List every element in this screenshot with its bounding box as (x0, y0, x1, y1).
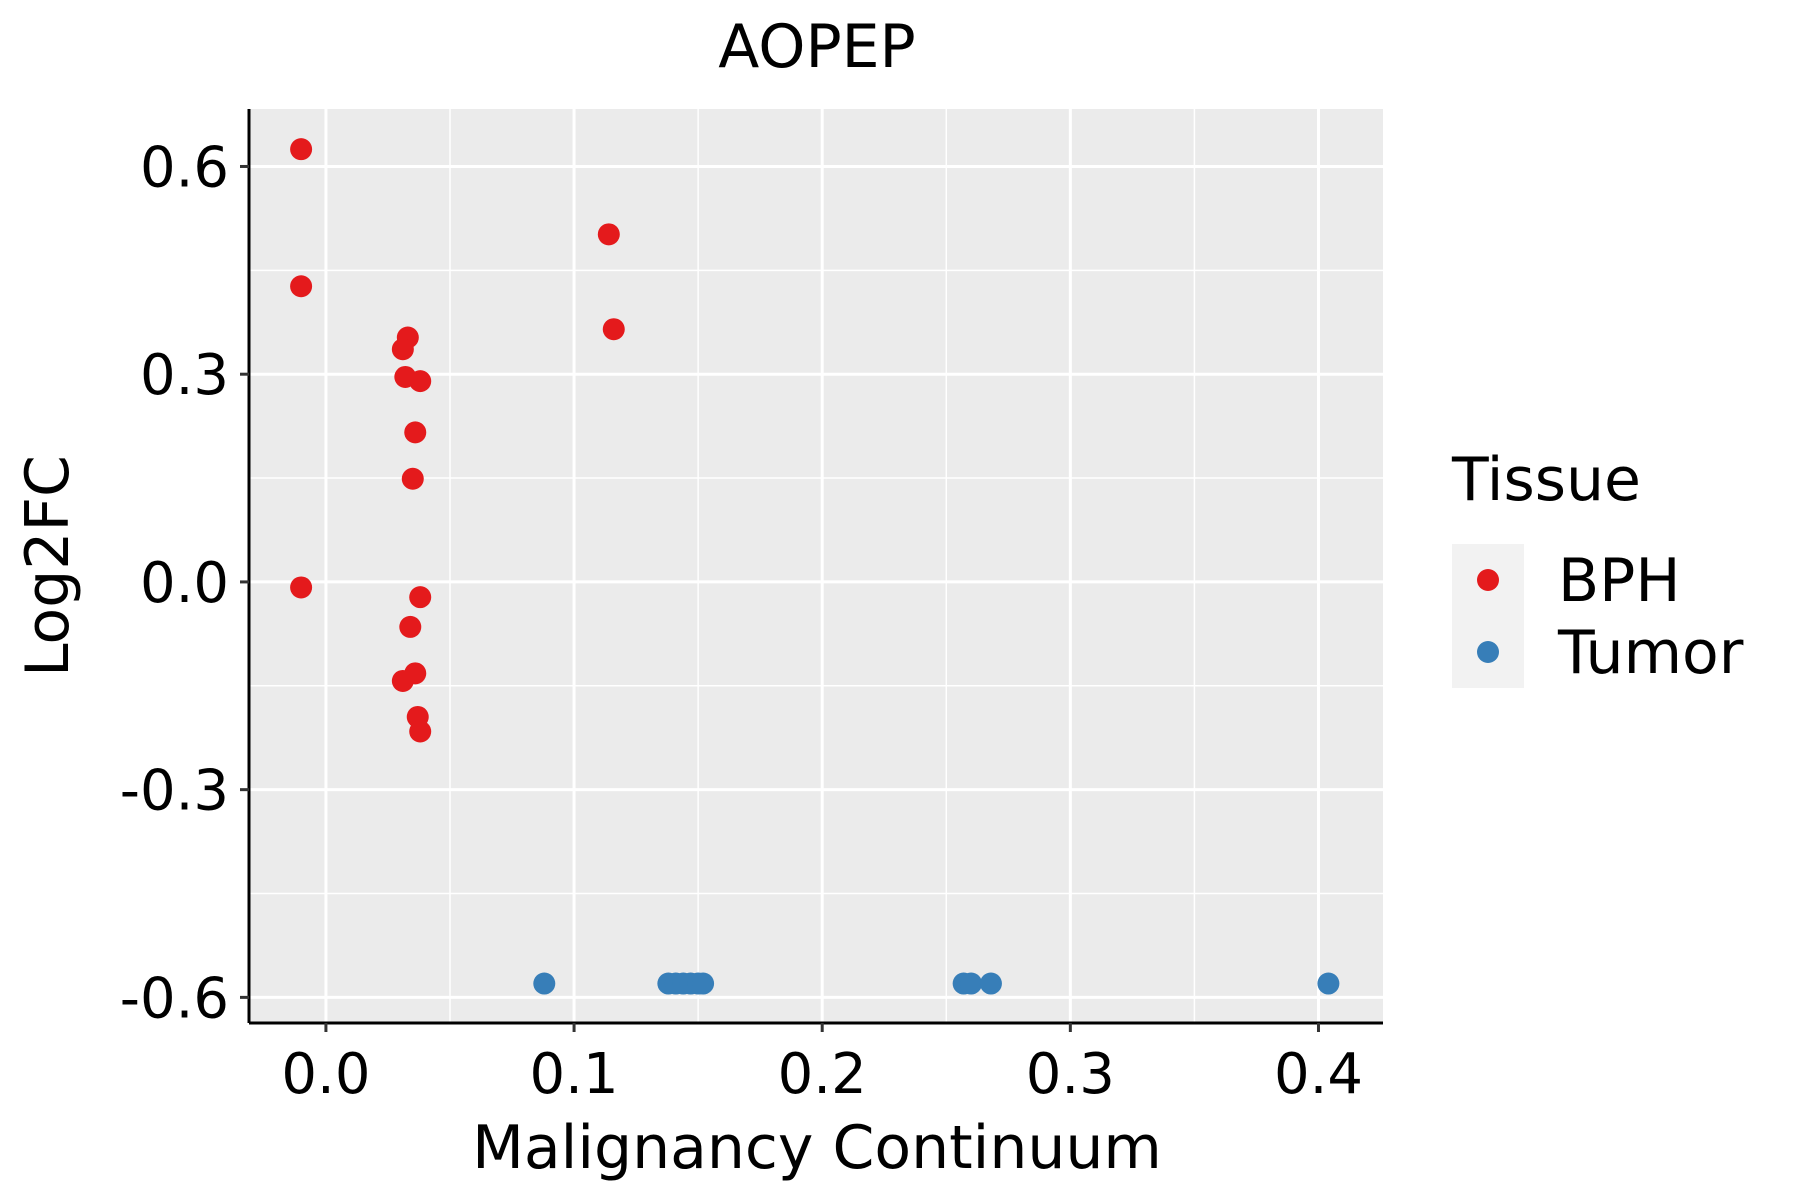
data-point-bph (399, 615, 422, 638)
data-point-tumor (960, 972, 983, 995)
data-point-tumor (979, 972, 1002, 995)
legend-key-background (1452, 544, 1524, 688)
data-point-bph (597, 223, 620, 246)
data-point-bph (290, 138, 313, 161)
x-tick-label: 0.3 (1026, 1042, 1115, 1107)
legend-key-bph (1477, 569, 1499, 591)
data-point-bph (409, 586, 432, 609)
y-tick-label: -0.3 (120, 759, 229, 824)
data-point-bph (401, 467, 424, 490)
data-point-bph (409, 720, 432, 743)
data-point-tumor (533, 972, 556, 995)
data-point-bph (391, 669, 414, 692)
legend-title: Tissue (1451, 445, 1641, 515)
data-point-bph (602, 318, 625, 341)
legend-label-tumor: Tumor (1557, 618, 1744, 688)
data-point-tumor (692, 972, 715, 995)
data-point-bph (391, 338, 414, 361)
data-point-tumor (1317, 972, 1340, 995)
y-tick-label: 0.3 (140, 343, 229, 408)
data-point-bph (290, 576, 313, 599)
grid-lines (249, 109, 1383, 1023)
legend-label-bph: BPH (1558, 546, 1680, 616)
y-axis-title: Log2FC (13, 455, 83, 677)
y-tick-label: 0.0 (140, 551, 229, 616)
data-points (290, 138, 1340, 995)
plot-title: AOPEP (718, 12, 916, 82)
data-point-bph (404, 421, 427, 444)
y-axis-ticks: -0.6 -0.3 0.0 0.3 0.6 (120, 135, 249, 1031)
x-tick-label: 0.1 (530, 1042, 619, 1107)
y-tick-label: 0.6 (140, 135, 229, 200)
x-tick-label: 0.4 (1274, 1042, 1363, 1107)
legend-key-tumor (1477, 641, 1499, 663)
data-point-bph (409, 370, 432, 393)
x-tick-label: 0.2 (778, 1042, 867, 1107)
x-axis-title: Malignancy Continuum (472, 1113, 1162, 1183)
y-tick-label: -0.6 (120, 966, 229, 1031)
plot-panel (249, 109, 1383, 1023)
data-point-bph (290, 275, 313, 298)
legend: Tissue BPH Tumor (1451, 445, 1744, 688)
x-axis-ticks: 0.0 0.1 0.2 0.3 0.4 (281, 1023, 1363, 1107)
x-tick-label: 0.0 (281, 1042, 370, 1107)
